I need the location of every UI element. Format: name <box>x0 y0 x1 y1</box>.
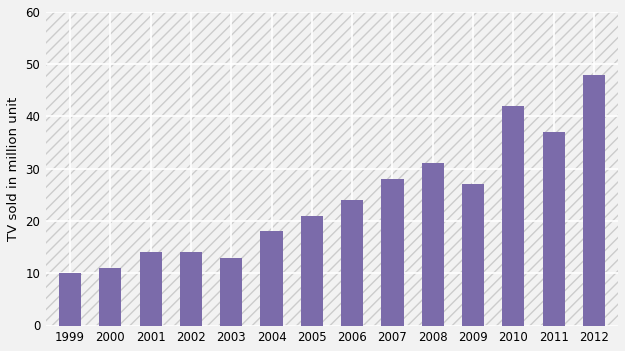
Bar <box>59 273 81 325</box>
Bar <box>542 132 564 325</box>
Bar <box>261 231 282 325</box>
Bar <box>503 106 524 325</box>
Bar <box>180 252 202 325</box>
Bar <box>220 258 243 325</box>
Bar <box>139 252 162 325</box>
Bar <box>381 179 404 325</box>
Bar <box>462 184 484 325</box>
Bar <box>582 75 605 325</box>
Y-axis label: TV sold in million unit: TV sold in million unit <box>7 97 20 241</box>
Bar <box>422 164 444 325</box>
Bar <box>341 200 363 325</box>
Bar <box>301 216 323 325</box>
Bar <box>99 268 121 325</box>
